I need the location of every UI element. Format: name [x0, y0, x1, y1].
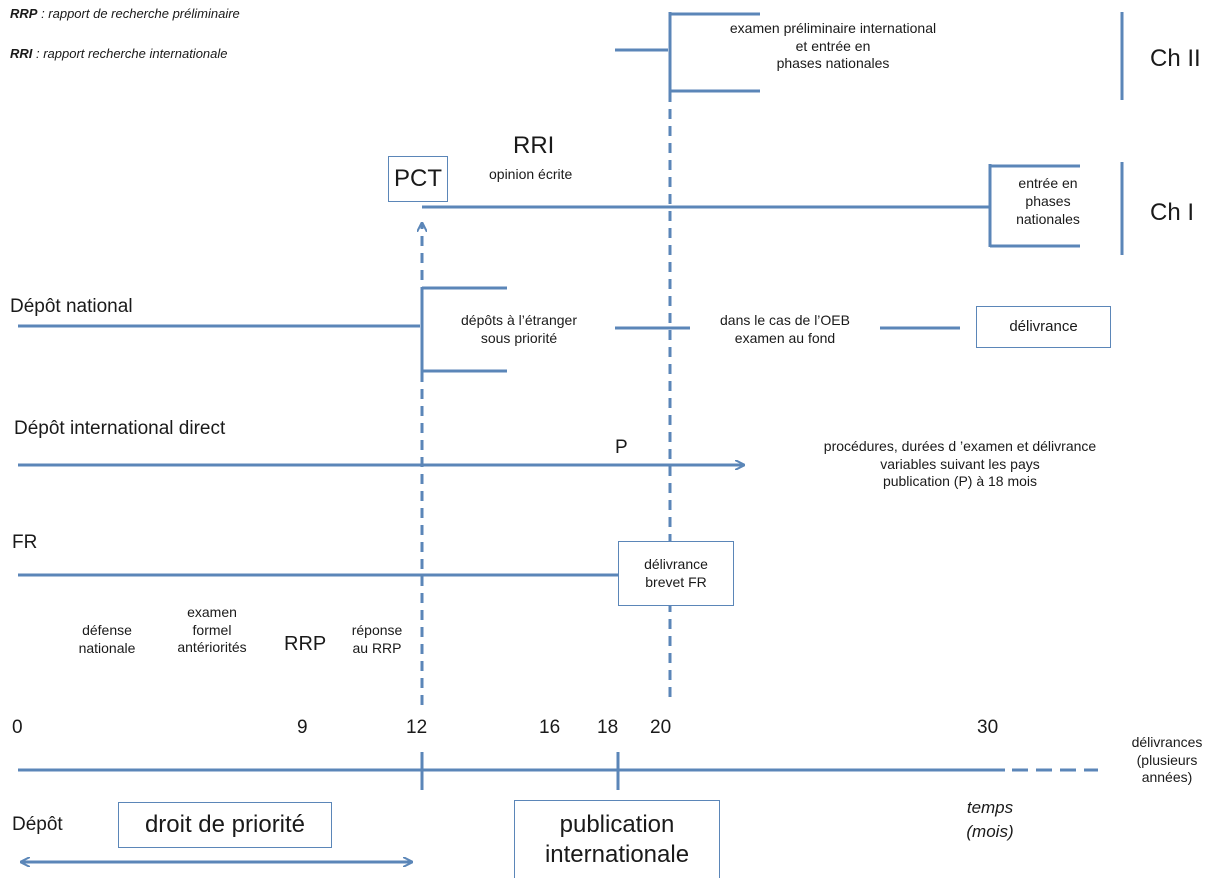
defense-nationale-text: défense nationale [52, 622, 162, 657]
tick-label-0: 0 [12, 716, 23, 740]
tick-label-18: 18 [597, 716, 618, 740]
examen-formel-text: examen formel antériorités [157, 604, 267, 657]
tick-label-9: 9 [297, 716, 308, 740]
ch2-label: Ch II [1150, 44, 1201, 74]
depot-intl-label: Dépôt international direct [14, 417, 225, 441]
temps-mois-label: temps (mois) [950, 796, 1030, 844]
fr-label: FR [12, 531, 37, 555]
delivrances-text: délivrances (plusieurs années) [1108, 734, 1226, 787]
publication-p-label: P [615, 436, 628, 460]
droit-priorite-box: droit de priorité [118, 802, 332, 848]
delivrance-box: délivrance [976, 306, 1111, 348]
depot-national-label: Dépôt national [10, 295, 133, 319]
reponse-rrp-text: réponse au RRP [338, 622, 416, 657]
procedures-text: procédures, durées d ’examen et délivran… [755, 438, 1165, 491]
tick-label-16: 16 [539, 716, 560, 740]
oeb-text: dans le cas de l’OEB examen au fond [690, 312, 880, 347]
rri-label: RRI [513, 131, 554, 161]
ch2-description: examen préliminaire international et ent… [678, 20, 988, 73]
brevet-fr-box: délivrance brevet FR [618, 541, 734, 606]
ch1-label: Ch I [1150, 198, 1194, 228]
rrp-label: RRP [284, 632, 326, 657]
tick-label-20: 20 [650, 716, 671, 740]
legend-rrp: RRP : rapport de recherche préliminaire [10, 6, 240, 22]
ch1-box-text: entrée en phases nationales [993, 174, 1103, 229]
tick-label-30: 30 [977, 716, 998, 740]
tick-label-12: 12 [406, 716, 427, 740]
legend-rri: RRI : rapport recherche internationale [10, 46, 228, 62]
publication-internationale-box: publication internationale [514, 800, 720, 878]
etranger-text: dépôts à l’étranger sous priorité [428, 312, 610, 347]
pct-box: PCT [388, 156, 448, 202]
rri-sublabel: opinion écrite [489, 166, 572, 184]
depot-label: Dépôt [12, 813, 63, 837]
